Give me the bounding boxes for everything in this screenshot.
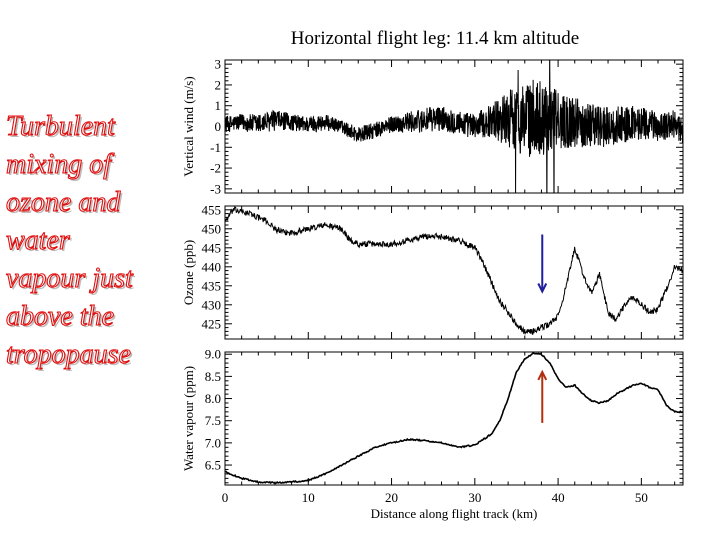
side-caption-line: Turbulent: [5, 110, 115, 142]
x-tick-label: 10: [302, 490, 315, 505]
y-axis-label: Vertical wind (m/s): [181, 76, 196, 176]
side-caption: Turbulent mixing of ozone and water vapo…: [5, 108, 166, 374]
figure-title: Horizontal flight leg: 11.4 km altitude: [291, 28, 579, 49]
y-tick-label: 445: [202, 240, 222, 255]
y-tick-label: 440: [202, 259, 222, 274]
side-caption-line: tropopause: [5, 338, 131, 370]
y-tick-label: 7.0: [205, 435, 221, 450]
y-axis-label: Ozone (ppb): [181, 240, 196, 305]
series-line: [225, 206, 683, 336]
vertical-wind-panel: -3 -2 -1 0 1 2 3 Vertical wind (m/s): [181, 57, 684, 196]
side-caption-line: vapour just: [5, 262, 133, 294]
y-tick-label: 1: [215, 98, 222, 113]
y-tick-label: 0: [215, 119, 222, 134]
ozone-arrow-head: [537, 283, 548, 294]
y-axis-label: Water vapour (ppm): [181, 366, 196, 471]
x-tick-label: 30: [468, 490, 481, 505]
side-caption-line: ozone and: [5, 186, 121, 218]
plot-frame: [224, 351, 684, 486]
x-tick-label: 40: [552, 490, 565, 505]
y-tick-label: 455: [202, 202, 222, 217]
y-tick-label: 450: [202, 221, 222, 236]
side-caption-line: water: [5, 224, 70, 256]
y-tick-label: -1: [210, 140, 221, 155]
y-tick-label: 3: [215, 57, 222, 72]
y-tick-label: 8.0: [205, 391, 221, 406]
x-tick-label: 50: [635, 490, 648, 505]
x-axis-label: Distance along flight track (km): [371, 506, 538, 521]
x-tick-label: 20: [385, 490, 398, 505]
y-tick-label: -2: [210, 161, 221, 176]
plot-frame: [224, 205, 684, 340]
y-tick-label: 7.5: [205, 413, 221, 428]
y-tick-label: 430: [202, 297, 222, 312]
water-arrow-head: [537, 369, 548, 381]
panels: -3 -2 -1 0 1 2 3 Vertical wind (m/s) 425 430 435 44…: [181, 57, 684, 521]
water-vapour-panel: 6.5 7.0 7.5 8.0 8.5 9.0 0 10 20 30 40 50 Water vapou…: [181, 347, 684, 521]
y-tick-label: 9.0: [205, 347, 221, 362]
series-line: [225, 60, 683, 193]
side-caption-line: above the: [5, 300, 115, 332]
y-tick-label: 2: [215, 77, 222, 92]
y-tick-label: 425: [202, 316, 222, 331]
side-caption-line: mixing of: [5, 148, 111, 180]
ozone-panel: 425 430 435 440 445 450 455 Ozone (ppb): [181, 202, 684, 340]
series-line: [225, 352, 683, 485]
x-tick-label: 0: [222, 490, 229, 505]
y-tick-label: 435: [202, 278, 222, 293]
y-tick-label: 6.5: [205, 458, 221, 473]
y-tick-label: 8.5: [205, 369, 221, 384]
y-tick-label: -3: [210, 181, 221, 196]
